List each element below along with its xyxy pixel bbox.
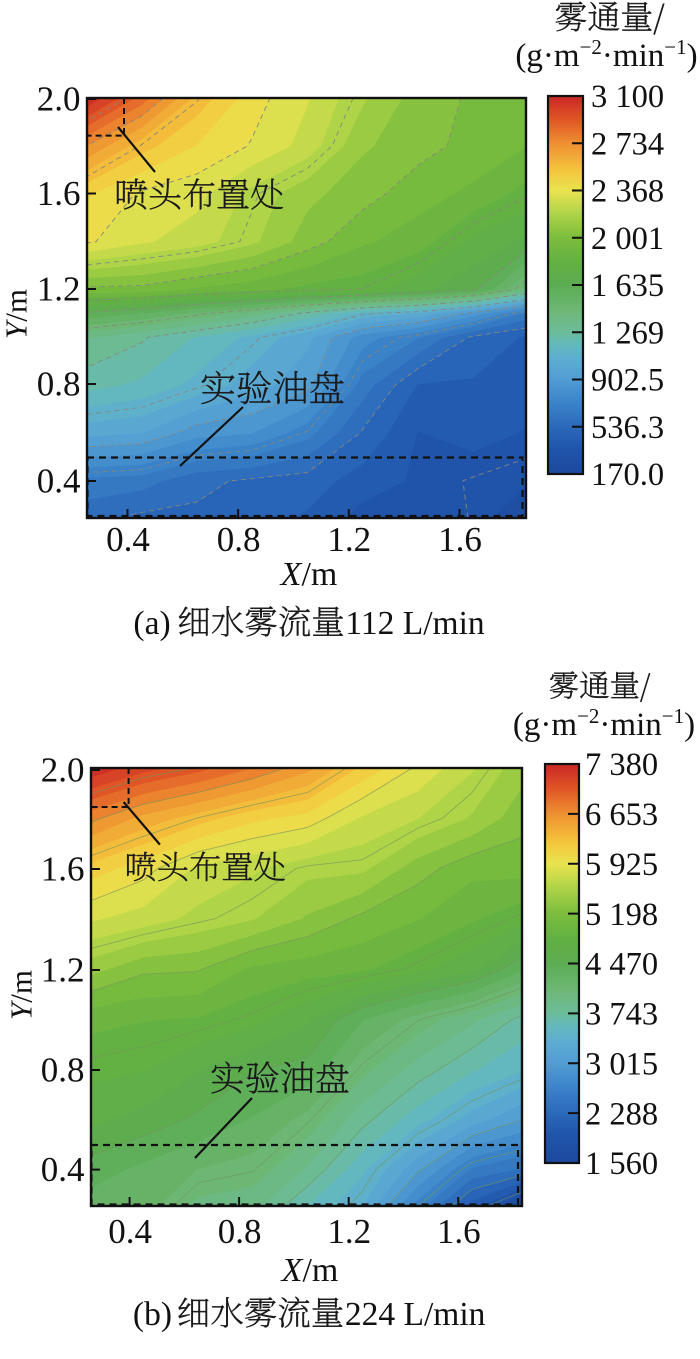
svg-text:1.2: 1.2 [327,520,371,559]
svg-text:1.2: 1.2 [327,1212,371,1251]
svg-text:3 015: 3 015 [585,1046,658,1082]
svg-text:1.6: 1.6 [438,520,482,559]
svg-text:1.6: 1.6 [41,850,85,889]
svg-text:2.0: 2.0 [37,80,81,119]
svg-text:7 380: 7 380 [585,747,658,783]
svg-text:6 653: 6 653 [585,797,658,833]
svg-text:0.4: 0.4 [41,1150,85,1189]
svg-text:Y/m: Y/m [0,289,34,339]
svg-text:1 269: 1 269 [591,315,664,351]
svg-text:(b): (b) [133,1296,172,1333]
svg-text:536.3: 536.3 [591,410,664,446]
svg-text:170.0: 170.0 [591,457,664,493]
svg-text:2 368: 2 368 [591,174,664,210]
svg-text:224 L/min: 224 L/min [345,1296,486,1333]
svg-text:4 470: 4 470 [585,947,658,983]
svg-text:0.8: 0.8 [217,520,261,559]
svg-text:1.2: 1.2 [37,270,81,309]
svg-text:X/m: X/m [280,1252,339,1289]
svg-text:X/m: X/m [279,556,338,593]
svg-text:0.8: 0.8 [41,1051,85,1090]
svg-text:Y/m: Y/m [4,970,39,1020]
svg-text:(g·m−2·min−1): (g·m−2·min−1) [513,704,695,743]
svg-text:1.6: 1.6 [437,1212,481,1251]
svg-text:902.5: 902.5 [591,363,664,399]
svg-text:0.8: 0.8 [37,365,81,404]
svg-text:0.8: 0.8 [218,1212,262,1251]
svg-text:0.4: 0.4 [108,1212,152,1251]
svg-text:0.4: 0.4 [37,462,81,501]
svg-text:0.4: 0.4 [106,520,150,559]
svg-text:3 100: 3 100 [591,79,664,115]
svg-text:5 925: 5 925 [585,847,658,883]
svg-text:1 635: 1 635 [591,268,664,304]
svg-text:1.2: 1.2 [41,951,85,990]
svg-text:3 743: 3 743 [585,997,658,1033]
svg-text:2 734: 2 734 [591,126,664,162]
svg-text:(g·m−2·min−1): (g·m−2·min−1) [515,35,697,74]
svg-text:5 198: 5 198 [585,897,658,933]
svg-text:2.0: 2.0 [41,751,85,790]
svg-text:(a): (a) [133,605,170,642]
svg-text:1 560: 1 560 [585,1146,658,1182]
svg-text:112 L/min: 112 L/min [345,605,485,642]
svg-text:1.6: 1.6 [37,174,81,213]
svg-text:2 288: 2 288 [585,1096,658,1132]
svg-text:2 001: 2 001 [591,221,664,257]
